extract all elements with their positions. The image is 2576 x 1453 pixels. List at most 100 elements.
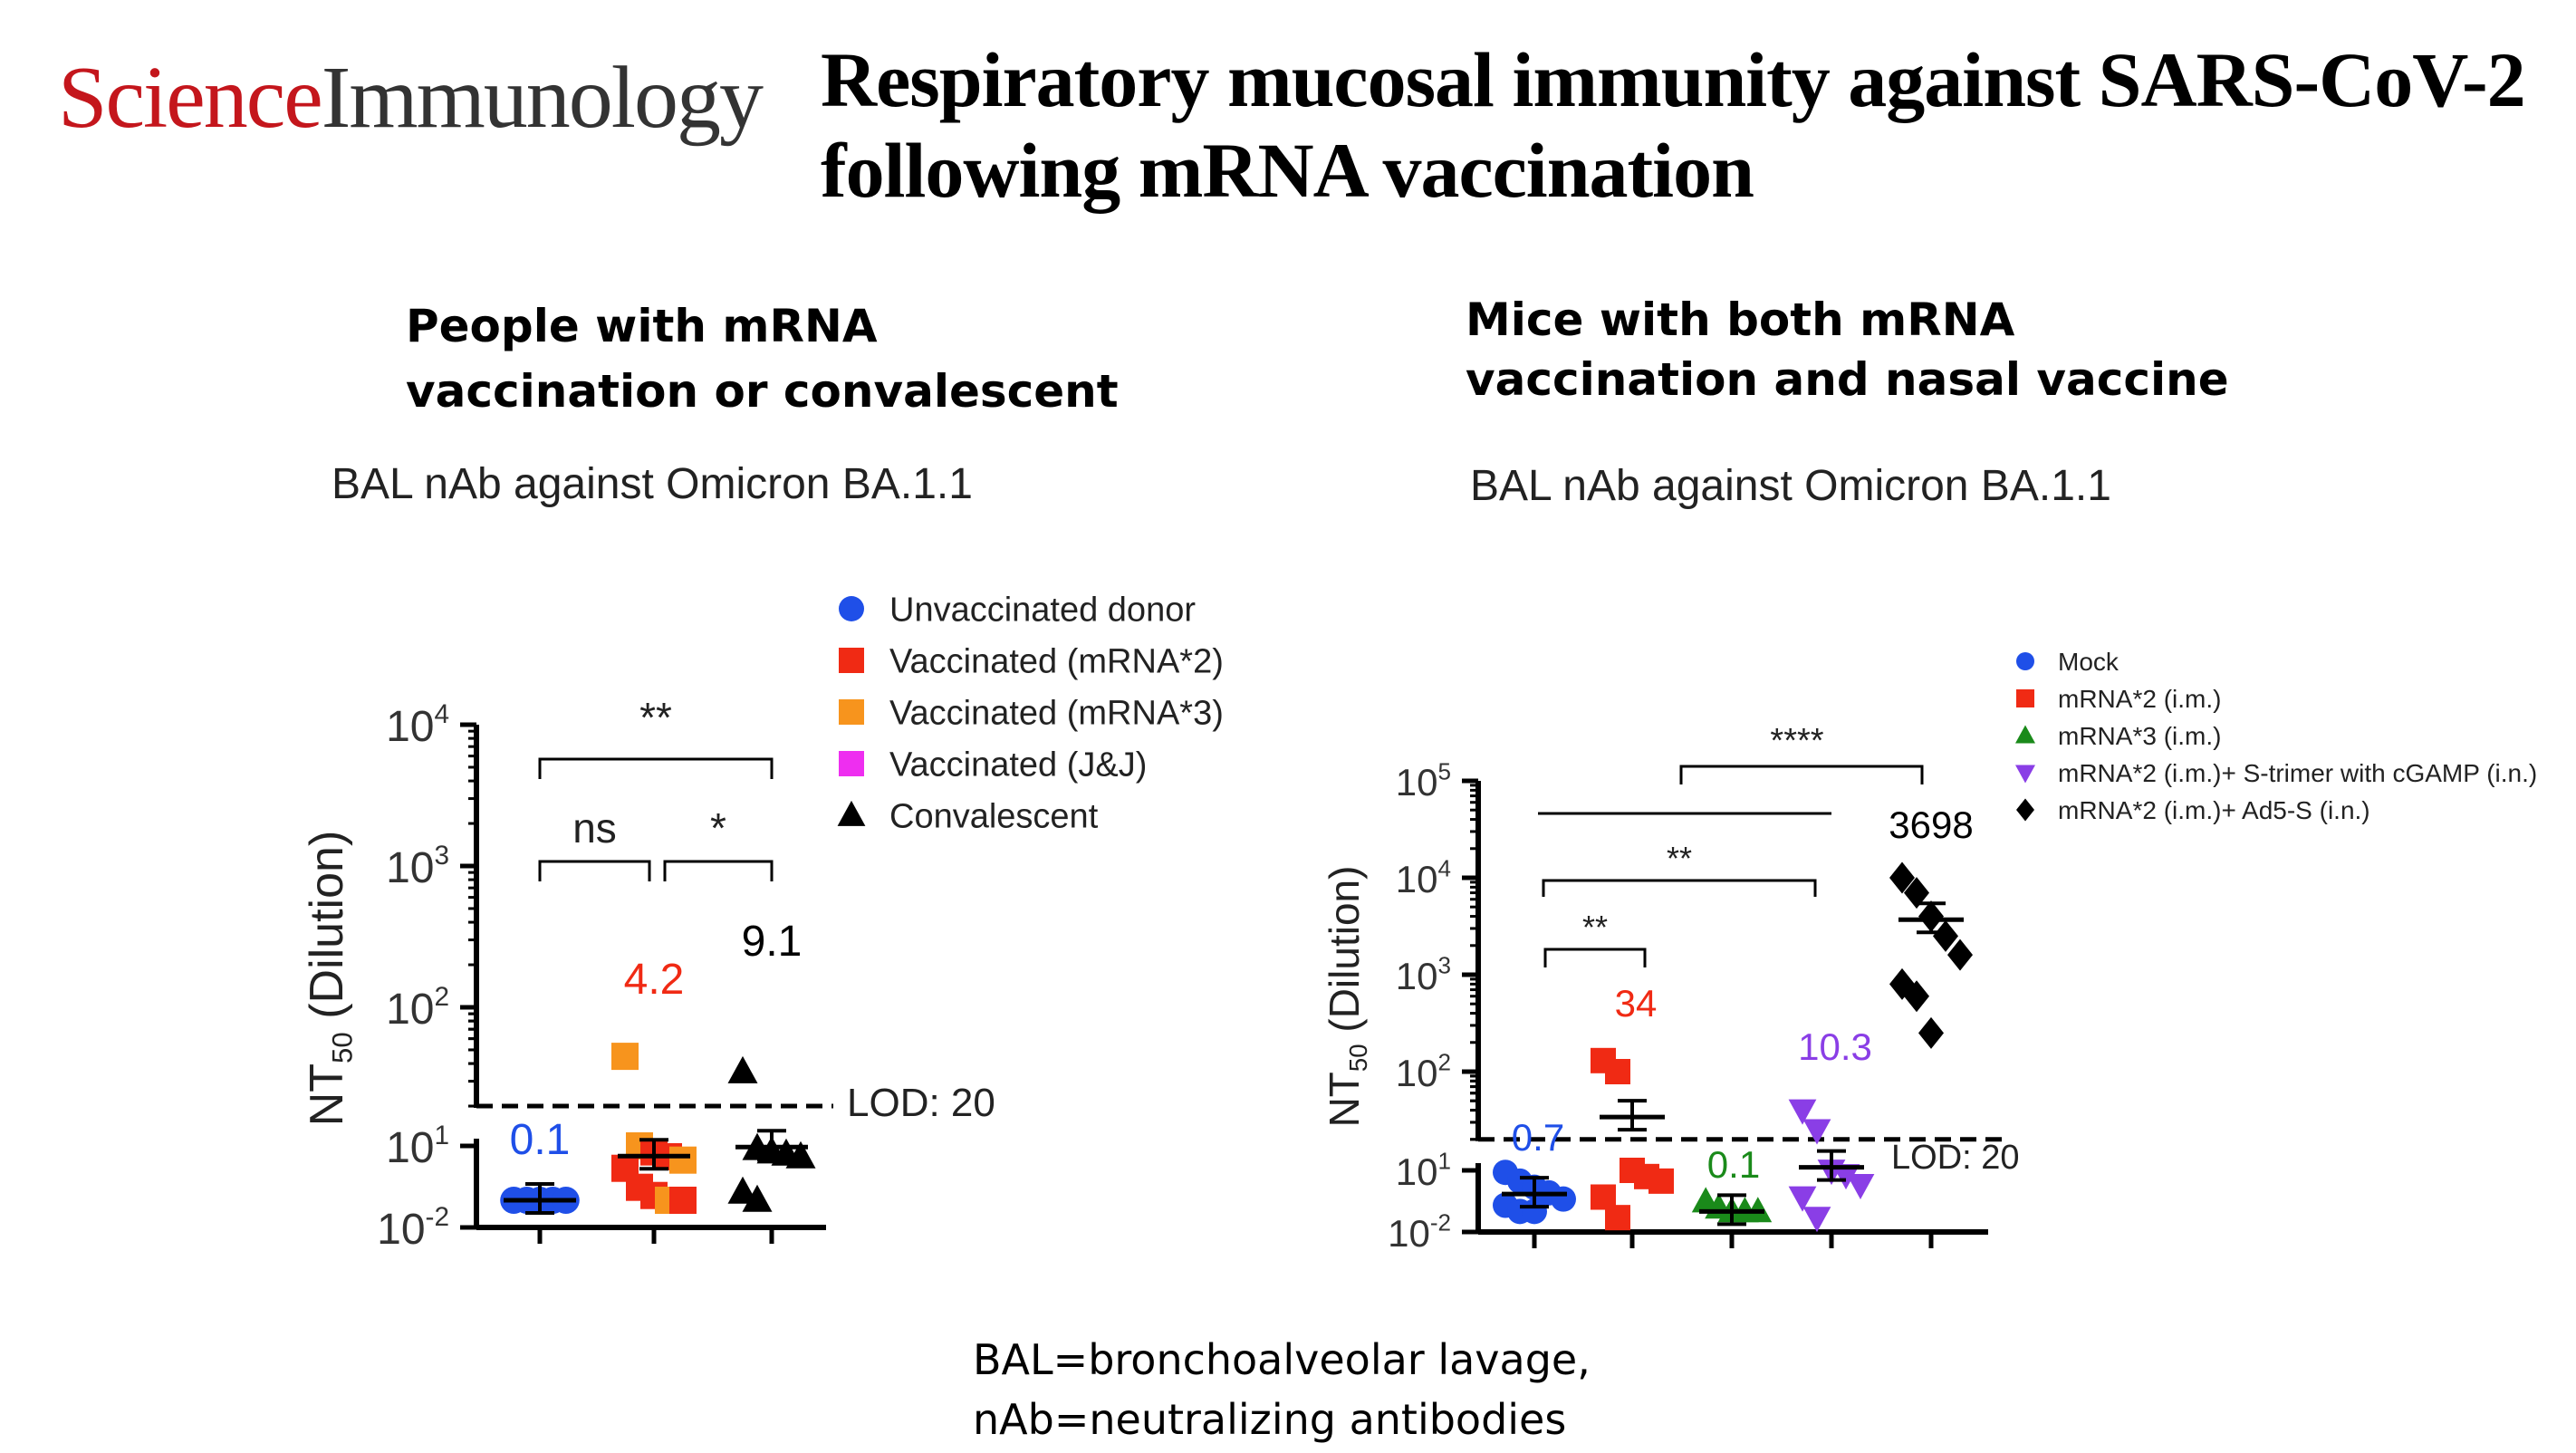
- page-title: Respiratory mucosal immunity against SAR…: [821, 34, 2542, 216]
- significance-bracket: [1542, 879, 1817, 897]
- data-point: [669, 1187, 697, 1214]
- significance-label: *: [710, 804, 726, 852]
- right-y-axis-label: NT50 (Dilution): [1321, 866, 1372, 1128]
- y-tick-label: 101: [386, 1121, 449, 1172]
- data-point: [1605, 1059, 1630, 1084]
- data-point: [727, 1055, 758, 1083]
- significance-label: **: [639, 694, 672, 741]
- y-tick-label: 104: [386, 699, 449, 751]
- y-axis-title: NT50 (Dilution): [1321, 866, 1372, 1128]
- legend-marker: [839, 699, 864, 725]
- y-tick-label: 102: [386, 982, 449, 1034]
- legend-label: mRNA*2 (i.m.)+ Ad5-S (i.n.): [2058, 796, 2370, 824]
- right-significance-brackets: ********: [1538, 722, 1924, 967]
- mean-value-label: 0.1: [1707, 1143, 1760, 1186]
- left-subtitle-line-1: People with mRNA: [406, 300, 878, 352]
- mean-value-label: 34: [1615, 982, 1658, 1025]
- legend-marker: [2015, 725, 2035, 744]
- footnote-line-2: nAb=neutralizing antibodies: [973, 1395, 1567, 1444]
- left-subtitle-line-2: vaccination or convalescent: [406, 365, 1119, 418]
- left-x-axis: [476, 1225, 826, 1244]
- left-chart: BAL nAb against Omicron BA.1.1 104 103 102…: [301, 460, 1224, 1254]
- legend-label: Vaccinated (mRNA*2): [889, 643, 1224, 681]
- legend-label: Convalescent: [889, 798, 1099, 836]
- significance-bracket: [538, 860, 651, 881]
- legend-marker: [839, 596, 864, 621]
- data-point: [1788, 1186, 1817, 1212]
- data-point: [1904, 980, 1929, 1013]
- legend-marker: [839, 751, 864, 776]
- left-mean-labels: 0.1 4.2 9.1: [510, 918, 803, 1164]
- significance-label: ****: [1770, 722, 1823, 760]
- y-tick-label: 103: [1396, 951, 1451, 997]
- data-point: [1933, 919, 1958, 952]
- footnote-line-1: BAL=bronchoalveolar lavage,: [973, 1335, 1591, 1384]
- data-point: [742, 1184, 773, 1212]
- mean-value-label: 0.1: [510, 1116, 571, 1164]
- data-point: [1947, 938, 1973, 971]
- left-chart-title: BAL nAb against Omicron BA.1.1: [332, 460, 973, 508]
- data-point: [727, 1176, 758, 1204]
- legend-label: mRNA*3 (i.m.): [2058, 722, 2221, 750]
- left-lod-line: LOD: 20: [476, 1081, 995, 1125]
- significance-bracket: [1679, 765, 1924, 784]
- significance-label: **: [1667, 840, 1692, 877]
- legend-marker: [837, 800, 866, 826]
- data-point: [1846, 1173, 1875, 1199]
- left-y-axis-label: NT50 (Dilution): [301, 831, 358, 1127]
- left-panel-subtitle: People with mRNA vaccination or convales…: [406, 293, 1119, 424]
- significance-bracket: [1543, 948, 1647, 967]
- legend-marker: [2016, 652, 2034, 670]
- mean-value-label: 3698: [1889, 803, 1973, 846]
- right-legend: Mock mRNA*2 (i.m.) mRNA*3 (i.m.) mRNA*2 (i.…: [2015, 648, 2537, 824]
- lod-label: LOD: 20: [1891, 1139, 2020, 1177]
- right-chart-title: BAL nAb against Omicron BA.1.1: [1470, 462, 2111, 510]
- data-point: [669, 1146, 697, 1174]
- legend-label: Vaccinated (J&J): [889, 746, 1147, 784]
- legend-label: mRNA*2 (i.m.)+ S-trimer with cGAMP (i.n.…: [2058, 759, 2537, 787]
- data-point: [1605, 1205, 1630, 1231]
- legend-marker: [2015, 765, 2035, 784]
- right-mean-bars: [1502, 901, 1964, 1227]
- right-subtitle-line-2: vaccination and nasal vaccine: [1466, 353, 2229, 406]
- significance-bracket: [663, 860, 774, 881]
- data-point: [1918, 1016, 1944, 1049]
- logo-immunology-text: Immunology: [321, 49, 764, 147]
- right-panel-subtitle: Mice with both mRNA vaccination and nasa…: [1466, 290, 2229, 409]
- data-point: [1788, 1099, 1817, 1125]
- legend-label: mRNA*2 (i.m.): [2058, 685, 2221, 713]
- legend-label: Unvaccinated donor: [889, 592, 1196, 630]
- legend-label: Mock: [2058, 648, 2119, 676]
- left-data-points: [500, 1043, 816, 1214]
- data-point: [1551, 1186, 1576, 1212]
- y-tick-label: 105: [1396, 757, 1451, 803]
- legend-marker: [2016, 689, 2034, 707]
- footnote: BAL=bronchoalveolar lavage, nAb=neutrali…: [973, 1330, 1591, 1449]
- left-y-axis: 104 103 102 101 10-2: [377, 699, 479, 1254]
- left-mean-bars: [504, 1129, 808, 1215]
- data-point: [1831, 1164, 1860, 1190]
- mean-value-label: 10.3: [1798, 1025, 1872, 1068]
- data-point: [785, 1140, 816, 1169]
- title-line-1: Respiratory mucosal immunity against SAR…: [821, 36, 2526, 123]
- data-point: [611, 1043, 639, 1071]
- legend-marker: [2016, 798, 2034, 822]
- right-x-axis: [1478, 1229, 1988, 1248]
- y-tick-label: 10-2: [1388, 1208, 1451, 1255]
- left-legend: Unvaccinated donor Vaccinated (mRNA*2) Vac…: [837, 592, 1224, 836]
- y-tick-label: 102: [1396, 1048, 1451, 1094]
- mean-value-label: 9.1: [742, 918, 803, 966]
- y-tick-label: 103: [386, 841, 449, 892]
- y-tick-label: 104: [1396, 854, 1451, 900]
- right-y-axis: 105 104 103 102 101 10-2: [1388, 757, 1481, 1255]
- data-point: [1889, 861, 1915, 894]
- significance-bracket: [538, 757, 774, 779]
- data-point: [1802, 1207, 1831, 1233]
- left-significance-brackets: ** ns *: [538, 694, 774, 881]
- title-line-2: following mRNA vaccination: [821, 127, 1754, 214]
- right-chart: BAL nAb against Omicron BA.1.1 105 104 103…: [1321, 462, 2537, 1255]
- legend-label: Vaccinated (mRNA*3): [889, 695, 1224, 733]
- data-point: [1904, 877, 1929, 909]
- legend-marker: [839, 648, 864, 673]
- right-subtitle-line-1: Mice with both mRNA: [1466, 293, 2015, 346]
